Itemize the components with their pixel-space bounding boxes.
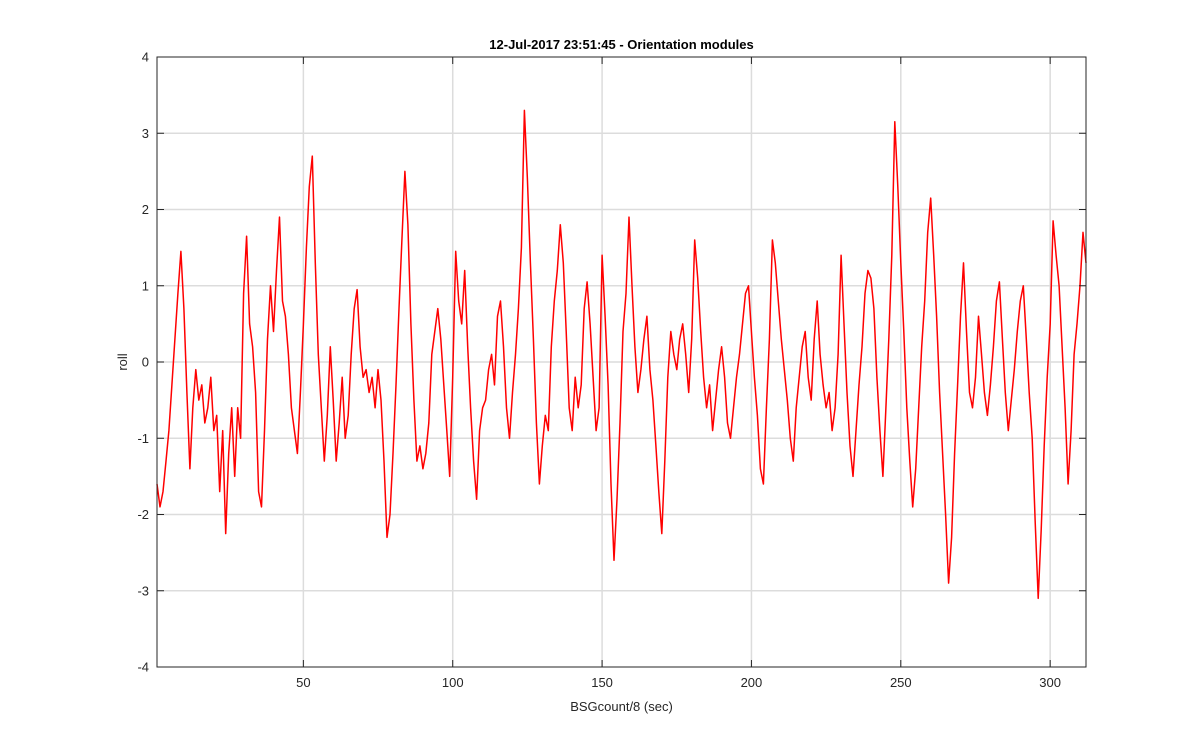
axis-ticks: [157, 56, 1086, 668]
y-tick-label: 3: [142, 126, 149, 141]
y-axis-label: roll: [115, 353, 130, 370]
x-axis-label: BSGcount/8 (sec): [570, 699, 673, 714]
series-layer: [156, 109, 1087, 600]
y-tick-label: 2: [142, 202, 149, 217]
x-tick-label: 200: [741, 675, 763, 690]
y-tick-label: 4: [142, 50, 149, 65]
y-tick-label: 1: [142, 278, 149, 293]
x-tick-label: 250: [890, 675, 912, 690]
chart-title: 12-Jul-2017 23:51:45 - Orientation modul…: [489, 37, 753, 52]
y-tick-label: -1: [137, 431, 149, 446]
y-tick-labels: -4 -3 -2 -1 0 1 2 3 4: [137, 50, 149, 675]
x-tick-labels: 50 100 150 200 250 300: [296, 675, 1061, 690]
x-tick-label: 150: [591, 675, 613, 690]
y-tick-label: -3: [137, 583, 149, 598]
roll-series-line: [156, 109, 1087, 600]
x-tick-label: 300: [1039, 675, 1061, 690]
x-tick-label: 100: [442, 675, 464, 690]
x-tick-label: 50: [296, 675, 310, 690]
y-tick-label: -4: [137, 660, 149, 675]
y-tick-label: -2: [137, 507, 149, 522]
y-tick-label: 0: [142, 355, 149, 370]
